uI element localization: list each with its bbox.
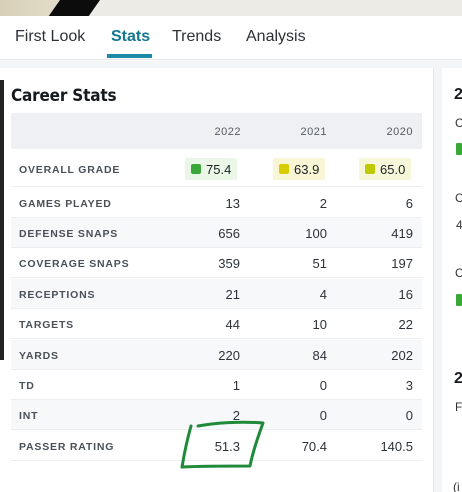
cell-2022: 21 — [225, 287, 240, 302]
side-panel-heading: 2 — [454, 86, 462, 103]
grade-color-icon — [279, 164, 289, 174]
cell-2021: 0 — [319, 378, 327, 393]
side-value: 4 — [456, 218, 462, 232]
top-banner — [0, 0, 462, 16]
row-label: TD — [19, 380, 35, 392]
row-label: INT — [19, 410, 39, 422]
cell-2020: 16 — [398, 287, 413, 302]
cell-2020: 202 — [391, 348, 413, 363]
cell-2020: 3 — [405, 378, 413, 393]
cell-2022: 44 — [225, 317, 240, 332]
grade-badge-2020: 65.0 — [359, 158, 412, 180]
grade-color-icon — [365, 164, 375, 174]
table-row-overall-grade: OVERALL GRADE 75.4 63.9 65.0 — [11, 152, 422, 187]
grade-badge-2021: 63.9 — [273, 158, 326, 180]
side-grade-badge — [456, 143, 462, 155]
year-header-2020[interactable]: 2020 — [386, 126, 413, 138]
table-row: GAMES PLAYED 13 2 6 — [11, 188, 422, 218]
career-stats-title: Career Stats — [11, 86, 117, 106]
tab-bar: First Look Stats Trends Analysis — [0, 16, 462, 60]
table-header — [11, 113, 422, 149]
side-grade-badge — [456, 294, 462, 306]
cell-2021: 84 — [312, 348, 327, 363]
table-row: DEFENSE SNAPS 656 100 419 — [11, 218, 422, 248]
year-header-2022[interactable]: 2022 — [214, 126, 241, 138]
cell-2020: 140.5 — [380, 439, 413, 454]
cell-2021: 4 — [319, 287, 327, 302]
tab-first-look[interactable]: First Look — [15, 28, 86, 45]
table-row: YARDS 220 84 202 — [11, 340, 422, 370]
active-tab-indicator — [107, 54, 152, 58]
table-row: INT 2 0 0 — [11, 400, 422, 430]
grade-color-icon — [191, 164, 201, 174]
side-panel-heading: 2 — [454, 370, 462, 387]
table-row: TARGETS 44 10 22 — [11, 309, 422, 339]
side-label: (i — [453, 480, 460, 492]
cell-2020: 419 — [391, 226, 413, 241]
cell-2022: 2 — [232, 408, 240, 423]
row-label: OVERALL GRADE — [19, 164, 121, 176]
cell-2021: 10 — [312, 317, 327, 332]
cell-2020: 22 — [398, 317, 413, 332]
table-row: COVERAGE SNAPS 359 51 197 — [11, 248, 422, 278]
row-label: PASSER RATING — [19, 441, 115, 453]
cell-2022: 1 — [232, 378, 240, 393]
cell-2020: 6 — [405, 196, 413, 211]
cell-2022: 220 — [218, 348, 240, 363]
cell-2022: 359 — [218, 256, 240, 271]
side-label: C — [455, 266, 462, 280]
tab-analysis[interactable]: Analysis — [246, 28, 306, 45]
side-label: C — [455, 191, 462, 205]
cell-2021: 51 — [312, 256, 327, 271]
cell-2021: 100 — [305, 226, 327, 241]
row-label: COVERAGE SNAPS — [19, 258, 130, 270]
cell-2022: 51.3 — [214, 439, 240, 454]
tab-trends[interactable]: Trends — [172, 28, 222, 45]
side-label: F — [455, 400, 462, 414]
table-row: RECEPTIONS 21 4 16 — [11, 279, 422, 309]
side-card — [442, 68, 462, 492]
row-label: RECEPTIONS — [19, 289, 96, 301]
cell-2022: 13 — [225, 196, 240, 211]
cell-2022: 656 — [218, 226, 240, 241]
row-label: YARDS — [19, 350, 59, 362]
year-header-2021[interactable]: 2021 — [300, 126, 327, 138]
cell-2021: 2 — [319, 196, 327, 211]
grade-value: 75.4 — [206, 161, 232, 177]
table-row: PASSER RATING 51.3 70.4 140.5 — [11, 431, 422, 461]
table-row: TD 1 0 3 — [11, 370, 422, 400]
row-label: DEFENSE SNAPS — [19, 228, 119, 240]
cell-2021: 0 — [319, 408, 327, 423]
grade-value: 65.0 — [380, 161, 406, 177]
tab-stats[interactable]: Stats — [111, 28, 151, 45]
cell-2021: 70.4 — [301, 439, 327, 454]
cell-2020: 197 — [391, 256, 413, 271]
grade-badge-2022: 75.4 — [185, 158, 238, 180]
grade-value: 63.9 — [294, 161, 320, 177]
left-edge-strip — [0, 80, 4, 360]
row-label: GAMES PLAYED — [19, 198, 112, 210]
row-label: TARGETS — [19, 319, 74, 331]
side-label: C — [455, 116, 462, 130]
cell-2020: 0 — [405, 408, 413, 423]
